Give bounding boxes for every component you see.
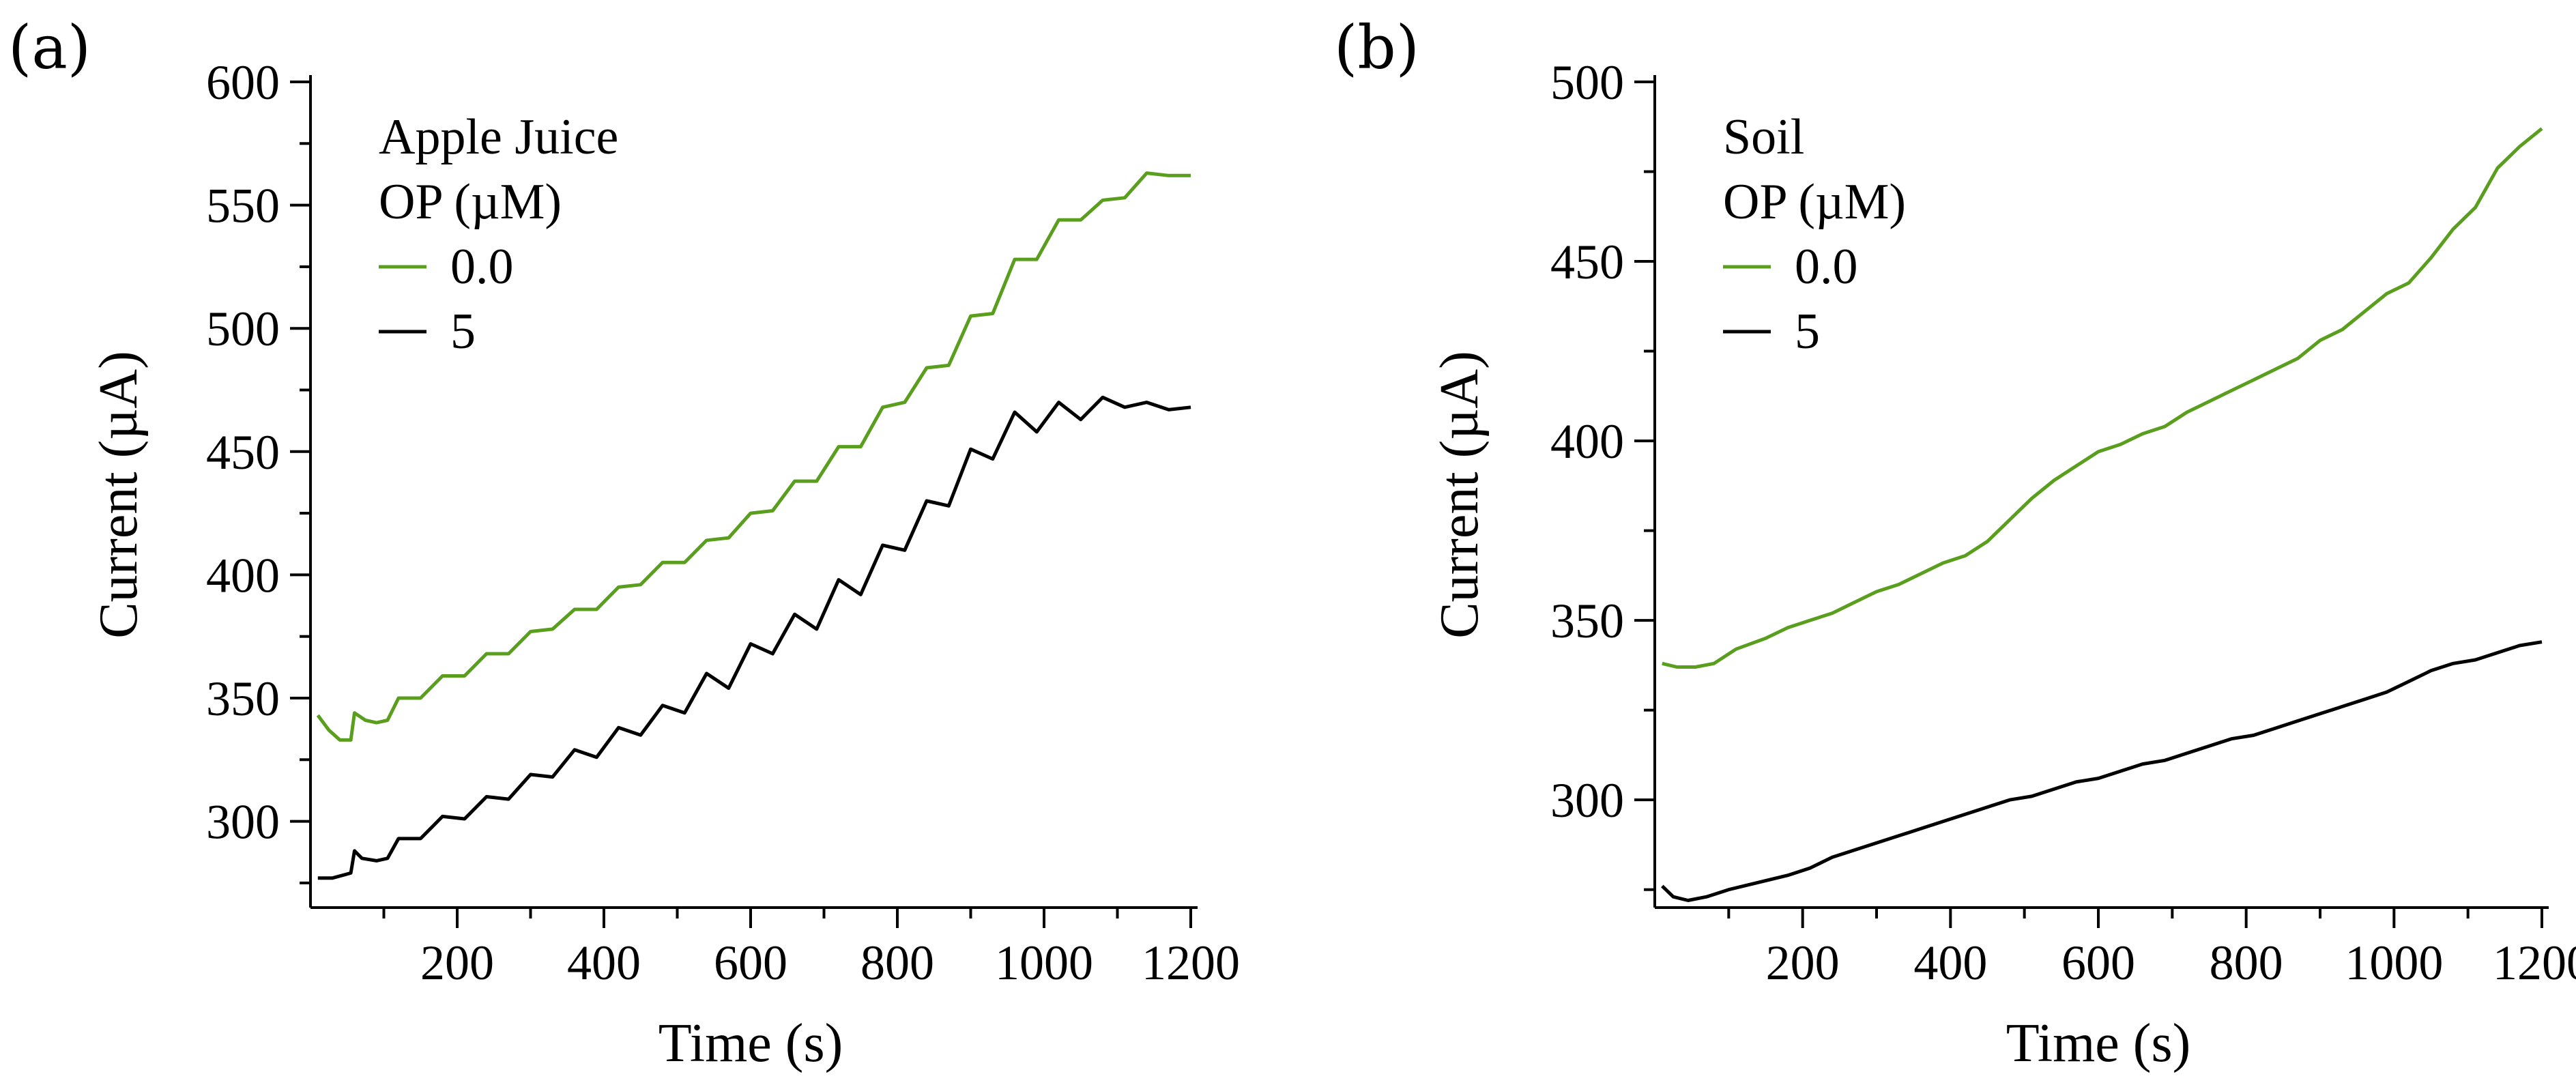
- series-line-op-0: [1662, 127, 2543, 669]
- legend-entry: 0.0: [450, 239, 514, 295]
- x-tick-label: 1000: [2345, 936, 2443, 990]
- legend-entry: 0.0: [1795, 239, 1858, 295]
- y-tick-label: 350: [1550, 594, 1624, 648]
- legend-entry: 5: [450, 304, 476, 360]
- panel-label: (b): [1334, 12, 1419, 83]
- x-tick-label: 400: [567, 936, 641, 990]
- x-axis-title: Time (s): [659, 1013, 843, 1073]
- x-tick-label: 200: [420, 936, 494, 990]
- x-tick-label: 200: [1766, 936, 1840, 990]
- y-tick-label: 450: [1550, 235, 1624, 289]
- x-tick-label: 800: [2210, 936, 2283, 990]
- legend: Apple Juice OP (µM) 0.0 5: [379, 109, 618, 360]
- y-tick-label: 600: [206, 55, 280, 110]
- y-tick-label: 400: [206, 548, 280, 603]
- y-axis-title: Current (µA): [1430, 351, 1490, 639]
- series-line-op-5: [1661, 640, 2543, 902]
- x-axis-title: Time (s): [2006, 1013, 2190, 1073]
- legend: Soil OP (µM) 0.0 5: [1723, 109, 1906, 360]
- y-axis-title: Current (µA): [89, 351, 149, 639]
- y-tick-label: 300: [1550, 773, 1624, 828]
- x-tick-label: 600: [2061, 936, 2135, 990]
- legend-title: OP (µM): [1723, 174, 1906, 230]
- y-tick-label: 300: [206, 795, 280, 850]
- y-tick-label: 450: [206, 425, 280, 480]
- y-tick-label: 400: [1550, 414, 1624, 469]
- x-tick-label: 600: [714, 936, 787, 990]
- legend-title: OP (µM): [379, 174, 562, 230]
- x-tick-label: 800: [860, 936, 934, 990]
- x-tick-label: 400: [1913, 936, 1987, 990]
- y-tick-label: 500: [1550, 55, 1624, 110]
- panel-label: (a): [8, 12, 91, 83]
- x-tick-label: 1200: [2493, 936, 2576, 990]
- y-tick-label: 350: [206, 671, 280, 726]
- y-tick-label: 500: [206, 302, 280, 356]
- legend-entry: 5: [1795, 304, 1820, 360]
- chart-panel-a: (a) 300 350 400 450 500 550 600 200 400 600 800 1000…: [8, 12, 1240, 1073]
- series-line-op-5: [317, 395, 1191, 880]
- y-tick-label: 550: [206, 179, 280, 233]
- legend-title: Soil: [1723, 109, 1804, 165]
- legend-title: Apple Juice: [379, 109, 618, 165]
- series-line-op-0: [316, 171, 1191, 742]
- x-tick-label: 1000: [995, 936, 1093, 990]
- x-tick-label: 1200: [1142, 936, 1240, 990]
- chart-panel-b: (b) 300 350 400 450 500 200 400 600 800 1000 1200 Ti…: [1334, 12, 2576, 1073]
